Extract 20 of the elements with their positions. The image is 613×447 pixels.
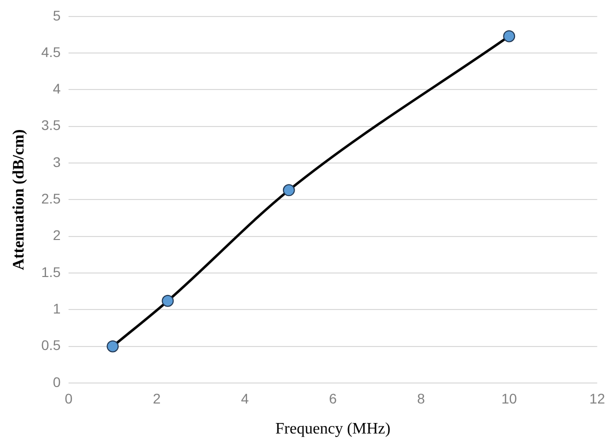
- y-tick-label: 3: [52, 154, 61, 170]
- y-tick-label: 1: [52, 300, 61, 317]
- x-tick-label: 6: [329, 390, 338, 406]
- y-tick-label: 5: [52, 7, 61, 24]
- y-tick-label: 4.5: [41, 44, 61, 60]
- x-tick-label: 12: [589, 390, 606, 406]
- x-tick-label: 8: [417, 390, 426, 406]
- x-tick-label: 2: [152, 390, 161, 406]
- y-axis-title: Attenuation (dB/cm): [10, 129, 28, 270]
- y-tick-label: 0.5: [41, 337, 61, 354]
- y-tick-label: 0: [52, 374, 61, 390]
- y-tick-label: 1.5: [41, 264, 61, 280]
- x-axis-title: Frequency (MHz): [275, 420, 390, 438]
- y-tick-label: 4: [52, 80, 61, 97]
- y-tick-label: 3.5: [41, 117, 61, 134]
- x-tick-label: 0: [64, 390, 73, 406]
- y-tick-label: 2: [52, 227, 61, 244]
- x-tick-label: 4: [240, 390, 249, 406]
- x-tick-label: 10: [501, 390, 518, 406]
- y-tick-label: 2.5: [41, 190, 61, 207]
